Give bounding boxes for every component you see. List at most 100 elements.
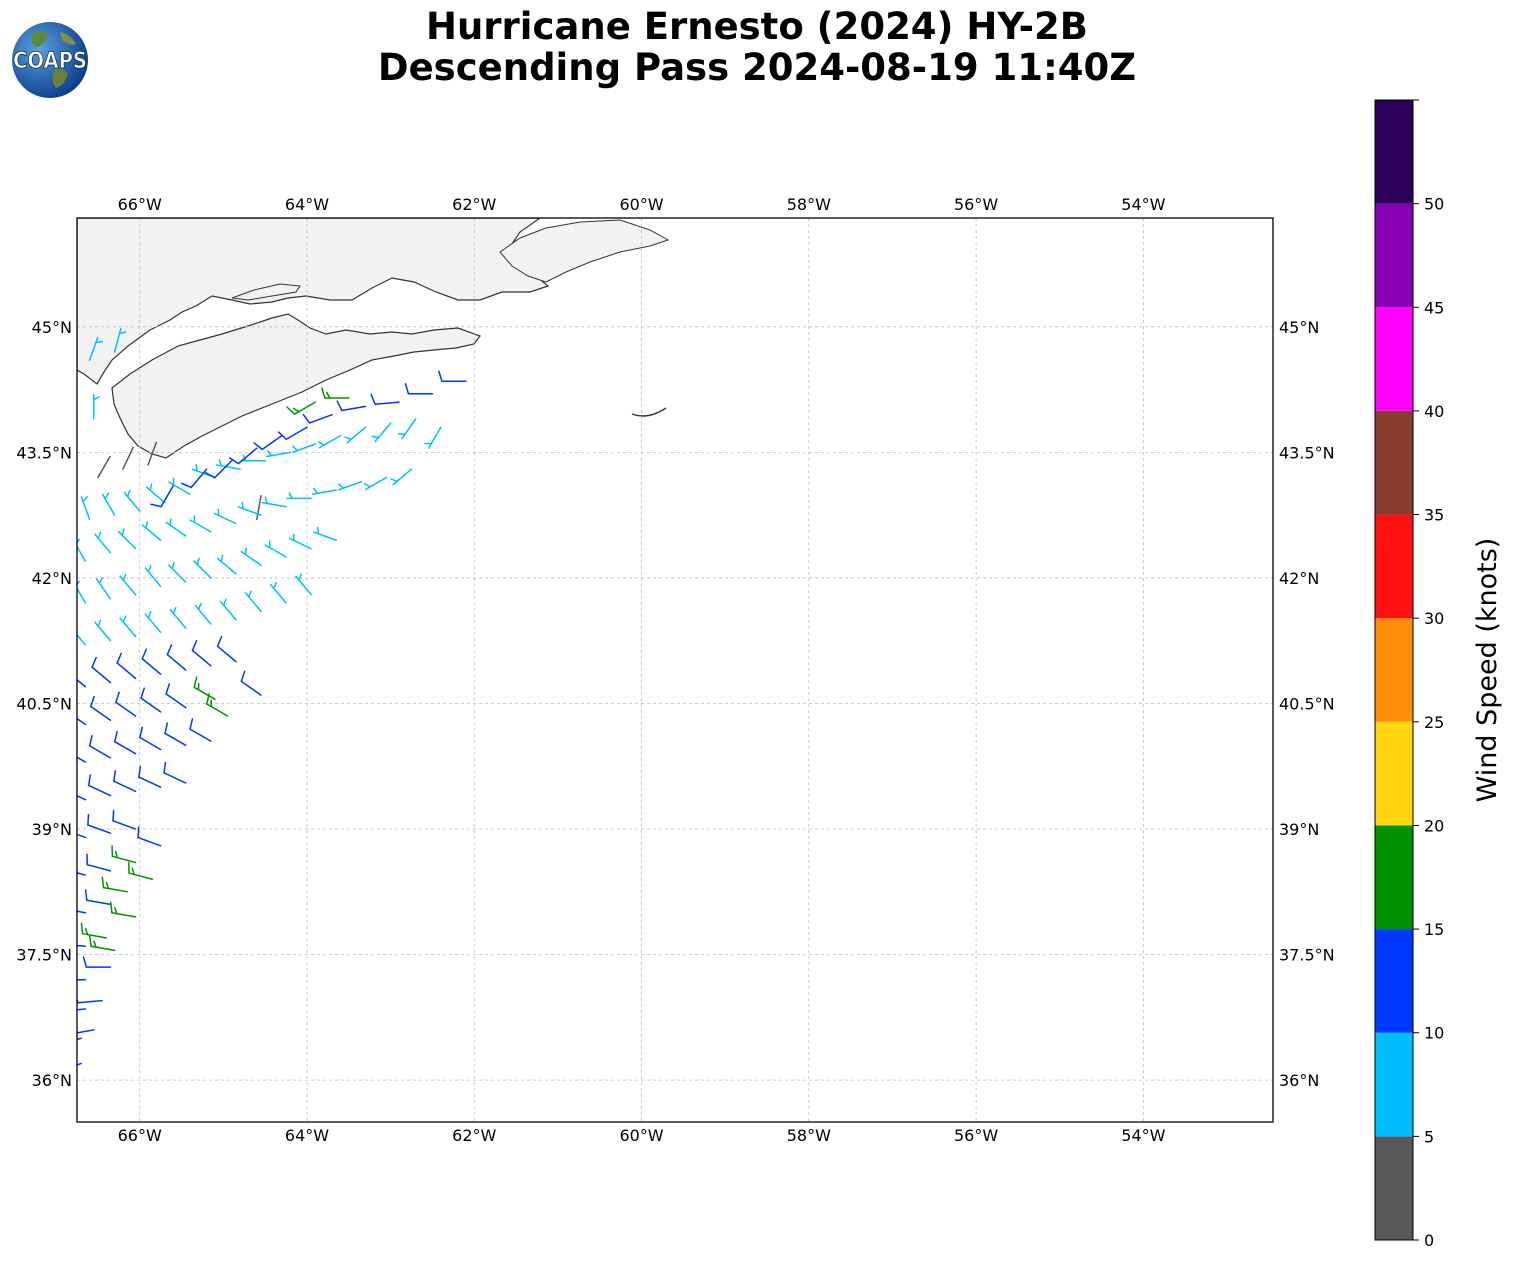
wind-barb: [144, 565, 162, 588]
wind-barb-shaft: [137, 836, 162, 847]
wind-barb-feather: [138, 765, 142, 778]
wind-barb: [215, 459, 241, 470]
wind-barb-feather: [88, 734, 93, 747]
wind-barb-shaft: [77, 944, 87, 947]
wind-barb-shaft: [88, 336, 99, 362]
wind-barb-feather: [118, 331, 127, 335]
wind-barb: [116, 652, 137, 680]
wind-barb-shaft: [101, 493, 116, 516]
wind-barb: [101, 876, 128, 893]
land-sable-island: [631, 407, 667, 417]
wind-barb: [256, 494, 262, 521]
wind-barb-shaft: [77, 833, 87, 839]
wind-barb-feather: [64, 779, 66, 789]
wind-barb-shaft: [141, 658, 162, 675]
wind-barb-feather: [114, 906, 118, 915]
lon-tick-label-bottom: 60°W: [619, 1126, 663, 1145]
wind-barb-shaft: [87, 784, 112, 797]
wind-barb: [228, 447, 258, 465]
wind-barbs-layer: [59, 327, 467, 1066]
wind-barb-feather: [404, 383, 410, 395]
gridlines: [77, 218, 1273, 1122]
wind-barb-feather: [370, 393, 376, 405]
wind-barb-feather: [189, 718, 194, 730]
wind-barb-shaft: [240, 550, 262, 567]
wind-barb: [206, 693, 229, 717]
wind-barb-feather: [292, 445, 299, 452]
wind-barb-shaft: [194, 604, 212, 625]
wind-barb-feather: [122, 573, 127, 581]
wind-barb-feather: [286, 406, 296, 415]
wind-barb: [371, 422, 392, 443]
wind-barb-feather: [277, 431, 287, 441]
wind-barb-shaft: [97, 455, 111, 479]
wind-barb-feather: [336, 400, 343, 412]
wind-barb: [438, 370, 467, 382]
wind-barb-shaft: [113, 780, 137, 793]
wind-barb-shaft: [77, 678, 87, 688]
wind-barb-feather: [89, 935, 92, 947]
wind-barb-shaft: [140, 697, 162, 713]
wind-barb-shaft: [213, 512, 237, 525]
wind-barb: [87, 774, 112, 797]
wind-barb-feather: [59, 934, 61, 944]
wind-barb: [240, 670, 262, 696]
wind-barb-shaft: [122, 446, 134, 470]
wind-barb: [77, 678, 87, 688]
colorbar-tick-label: 25: [1424, 713, 1444, 732]
wind-barb-feather: [248, 590, 252, 598]
wind-barb: [317, 434, 342, 449]
wind-barb-feather: [84, 927, 89, 936]
wind-barb-feather: [65, 1025, 70, 1034]
wind-barb: [253, 434, 283, 451]
wind-barb-shaft: [77, 872, 87, 876]
wind-barb-feather: [139, 726, 144, 739]
wind-barb-shaft: [214, 459, 233, 479]
wind-barb-shaft: [80, 496, 91, 521]
wind-barb-feather: [91, 656, 97, 668]
wind-barb-feather: [101, 876, 105, 889]
wind-barb: [90, 695, 112, 721]
wind-barb-shaft: [244, 592, 262, 613]
wind-barb-shaft: [312, 531, 338, 542]
lon-tick-label-bottom: 62°W: [452, 1126, 496, 1145]
wind-barb: [397, 418, 417, 440]
lat-tick-label-left: 45°N: [32, 318, 72, 337]
land-cape-breton: [499, 219, 670, 283]
wind-barb-feather: [244, 547, 247, 556]
wind-barb: [216, 635, 237, 663]
wind-barb-feather: [163, 761, 167, 774]
wind-barb: [168, 477, 191, 495]
colorbar-bin: [1375, 721, 1413, 826]
wind-barb-shaft: [77, 910, 87, 914]
wind-barb: [97, 455, 111, 479]
wind-barb-shaft: [111, 912, 137, 918]
wind-barb-feather: [264, 496, 269, 505]
wind-barb-feather: [82, 496, 88, 503]
wind-barb-feather: [87, 774, 91, 787]
lon-tick-label-top: 54°W: [1121, 195, 1165, 214]
lon-tick-label-bottom: 66°W: [118, 1126, 162, 1145]
wind-barb-feather: [172, 607, 177, 615]
wind-barb-feather: [312, 487, 319, 495]
wind-barb-feather: [65, 740, 67, 750]
lon-tick-label-top: 66°W: [118, 195, 162, 214]
wind-barb-feather: [195, 464, 198, 472]
wind-barb: [302, 413, 333, 424]
wind-barb-feather: [93, 940, 97, 948]
wind-barb-feather: [98, 576, 104, 585]
wind-barb-shaft: [117, 530, 137, 550]
lon-tick-label-top: 60°W: [619, 195, 663, 214]
wind-barb: [82, 956, 112, 968]
logo-text: COAPS: [13, 49, 87, 74]
wind-barb: [145, 483, 166, 504]
wind-barb-shaft: [91, 666, 112, 684]
lat-tick-label-right: 45°N: [1279, 318, 1319, 337]
wind-barb-feather: [112, 809, 115, 822]
wind-barb-feather: [220, 554, 224, 563]
land-layer: [77, 218, 670, 459]
wind-barb-shaft: [77, 587, 87, 604]
wind-barb-feather: [218, 459, 223, 467]
wind-barb: [390, 468, 413, 486]
wind-barb-shaft: [374, 401, 400, 405]
